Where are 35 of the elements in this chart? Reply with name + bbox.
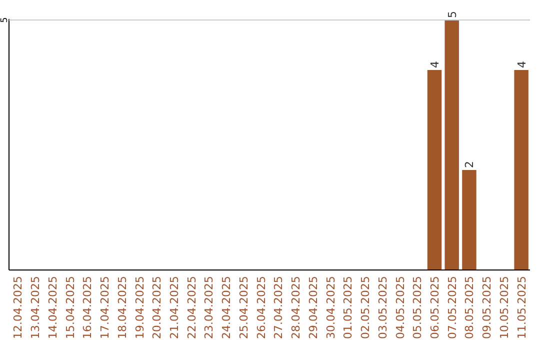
x-tick-label: 13.04.2025 bbox=[29, 276, 42, 339]
x-tick-label: 17.04.2025 bbox=[98, 276, 112, 339]
x-tick-label: 02.05.2025 bbox=[359, 276, 372, 339]
x-tick-label: 25.04.2025 bbox=[237, 276, 250, 339]
x-tick-label: 12.04.2025 bbox=[12, 276, 25, 339]
x-tick-label: 01.05.2025 bbox=[342, 276, 355, 339]
x-tick-label: 16.04.2025 bbox=[81, 276, 94, 339]
x-tick-label: 15.04.2025 bbox=[64, 276, 77, 339]
data-label: 4 bbox=[428, 61, 442, 68]
x-tick-label: 20.04.2025 bbox=[150, 276, 164, 339]
x-tick-label: 27.04.2025 bbox=[272, 276, 286, 339]
x-tick-label: 07.05.2025 bbox=[446, 276, 459, 339]
x-tick-label: 23.04.2025 bbox=[202, 276, 216, 339]
x-tick-label: 09.05.2025 bbox=[480, 276, 494, 339]
x-tick-label: 03.05.2025 bbox=[376, 276, 390, 339]
x-tick-label: 10.05.2025 bbox=[498, 276, 511, 339]
x-tick-label: 21.04.2025 bbox=[168, 276, 181, 339]
x-tick-label: 11.05.2025 bbox=[515, 276, 528, 339]
x-tick-label: 26.04.2025 bbox=[254, 276, 268, 339]
x-tick-label: 19.04.2025 bbox=[133, 276, 146, 339]
data-label: 5 bbox=[446, 11, 459, 18]
x-tick-label: 24.04.2025 bbox=[220, 276, 234, 339]
x-tick-label: 30.04.2025 bbox=[324, 276, 338, 339]
ref-line-label: 5 bbox=[0, 17, 10, 23]
x-tick-label: 06.05.2025 bbox=[428, 276, 442, 339]
x-tick-label: 04.05.2025 bbox=[394, 276, 407, 339]
x-tick-label: 05.05.2025 bbox=[411, 276, 424, 339]
x-tick-label: 29.04.2025 bbox=[306, 276, 320, 339]
x-tick-label: 22.04.2025 bbox=[185, 276, 198, 339]
x-tick-label: 08.05.2025 bbox=[463, 276, 476, 339]
data-label: 2 bbox=[463, 161, 476, 168]
x-tick-label: 18.04.2025 bbox=[116, 276, 129, 339]
x-tick-label: 14.04.2025 bbox=[46, 276, 60, 339]
data-label: 4 bbox=[515, 61, 528, 68]
x-tick-label: 28.04.2025 bbox=[290, 276, 303, 339]
